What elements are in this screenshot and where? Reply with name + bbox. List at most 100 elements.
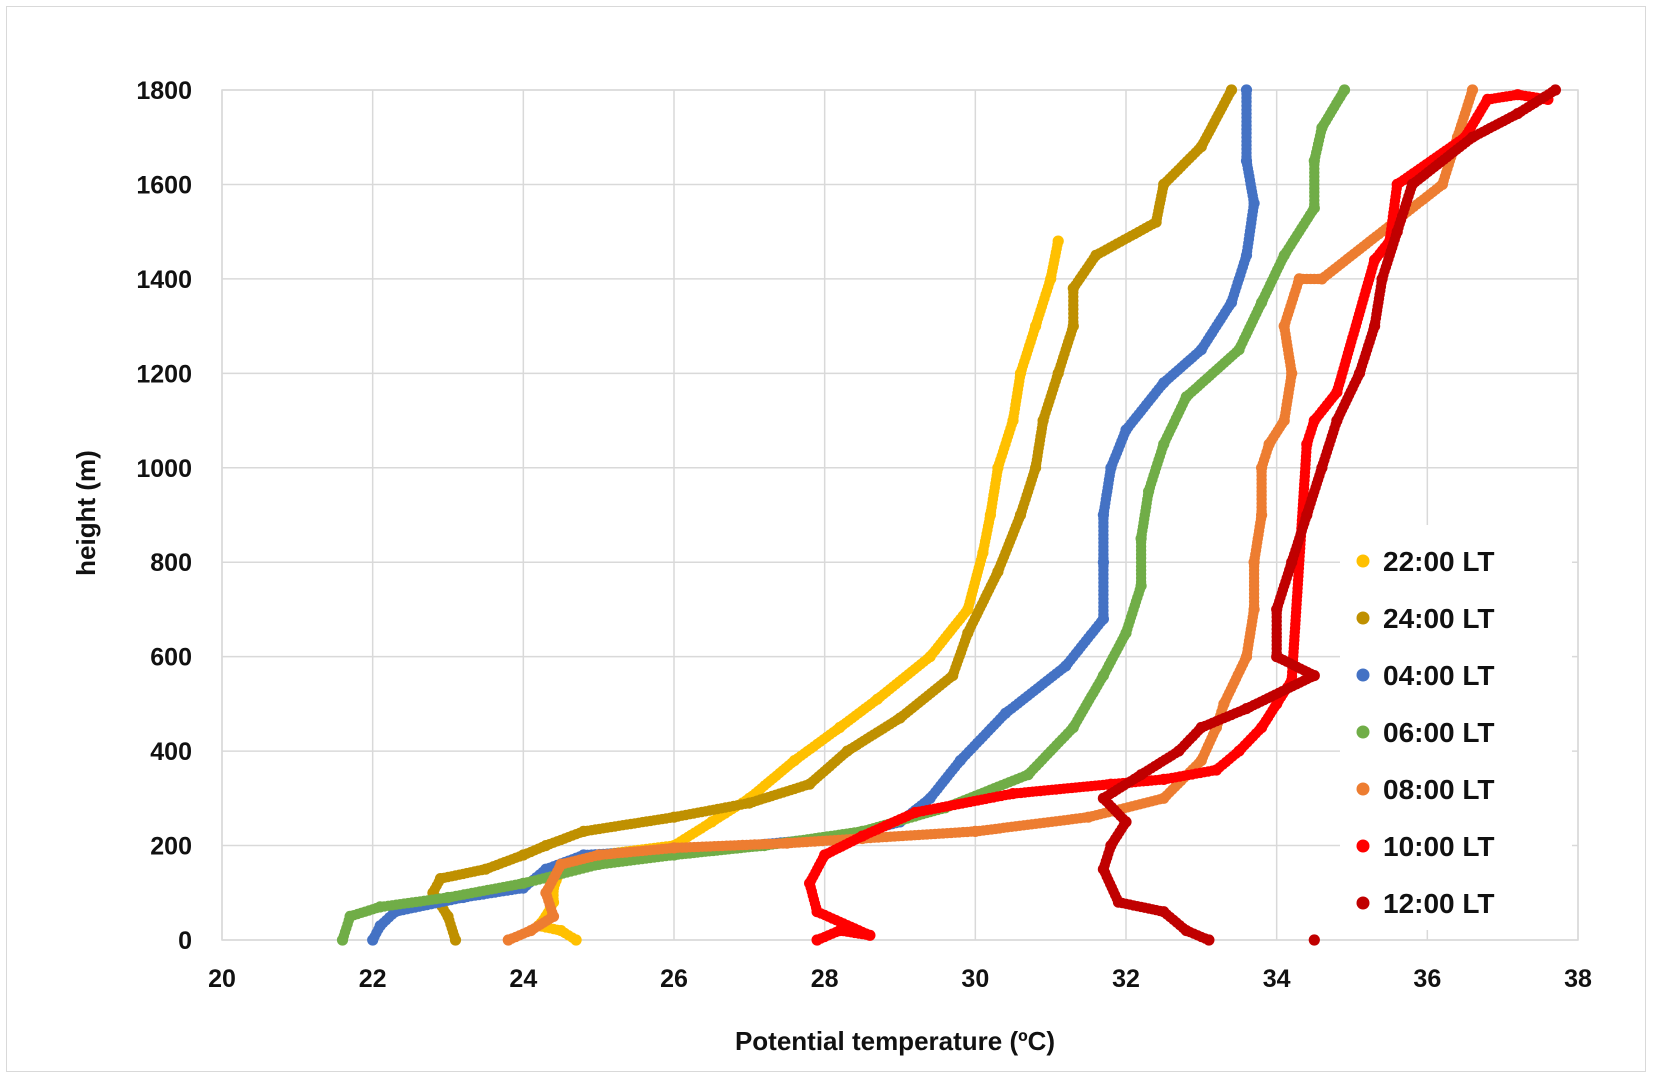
data-point <box>924 651 936 663</box>
data-point <box>1331 386 1343 398</box>
y-tick-label: 0 <box>178 927 192 955</box>
data-point <box>1067 282 1079 294</box>
y-tick-label: 1000 <box>136 455 192 483</box>
data-point <box>954 755 966 767</box>
x-axis-title: Potential temperature (ºC) <box>735 1026 1055 1056</box>
data-point <box>374 920 386 932</box>
x-tick-label: 24 <box>509 965 537 993</box>
data-point <box>1014 509 1027 521</box>
data-point <box>502 934 514 946</box>
data-point <box>442 910 454 923</box>
data-point <box>517 877 529 889</box>
data-point <box>1022 769 1034 781</box>
data-point <box>999 707 1012 719</box>
data-point <box>1060 660 1072 672</box>
axis-layer: 20 22 24 26 28 30 32 34 36 38 0 200 400 600 800 1000 120… <box>136 77 1592 993</box>
data-point <box>578 825 590 838</box>
legend: 22:00 LT 24:00 LT 04:00 LT 06:00 LT 08:00 LT… <box>1340 525 1572 930</box>
data-point <box>1210 764 1222 776</box>
data-point <box>1331 415 1343 427</box>
legend-label: 06:00 LT <box>1383 717 1495 748</box>
y-tick-label: 1800 <box>136 77 192 105</box>
legend-marker <box>1356 611 1370 625</box>
data-point <box>969 825 981 838</box>
x-tick-label: 30 <box>961 965 989 993</box>
data-point <box>1482 93 1494 105</box>
data-point <box>962 627 974 639</box>
data-point <box>1173 745 1185 757</box>
data-point <box>1240 703 1253 715</box>
data-point <box>555 925 567 937</box>
data-point <box>1158 438 1170 450</box>
data-point <box>540 887 552 899</box>
data-point <box>1301 509 1313 521</box>
data-point <box>1195 721 1207 734</box>
y-tick-label: 800 <box>150 549 192 577</box>
legend-marker <box>1356 668 1370 682</box>
data-point <box>1278 320 1290 332</box>
legend-marker <box>1356 839 1370 853</box>
data-point <box>992 462 1004 474</box>
data-point <box>804 778 816 790</box>
x-tick-label: 22 <box>359 965 387 993</box>
data-point <box>1097 863 1109 875</box>
series-layer <box>336 84 1561 946</box>
data-point <box>984 509 997 521</box>
data-point <box>1052 235 1064 247</box>
data-point <box>781 837 793 849</box>
data-point <box>1369 254 1381 266</box>
data-point <box>1301 438 1313 450</box>
data-point <box>1308 934 1320 946</box>
legend-label: 04:00 LT <box>1383 660 1495 691</box>
data-point <box>1158 377 1170 389</box>
data-point <box>1097 509 1109 521</box>
data-point <box>871 693 884 705</box>
legend-label: 08:00 LT <box>1383 774 1495 805</box>
data-point <box>1316 462 1328 474</box>
legend-marker <box>1356 896 1370 910</box>
data-point <box>1278 415 1290 427</box>
data-point <box>706 816 718 828</box>
data-point <box>668 842 680 854</box>
legend-marker <box>1356 554 1370 568</box>
data-point <box>1120 627 1132 639</box>
data-point <box>1256 509 1268 521</box>
data-point <box>593 858 605 871</box>
data-point <box>449 934 462 946</box>
data-point <box>374 901 386 913</box>
data-point <box>1286 367 1298 379</box>
data-point <box>540 840 552 852</box>
data-point <box>434 873 447 885</box>
data-point <box>909 806 921 819</box>
data-point <box>992 566 1004 578</box>
data-point <box>856 830 868 842</box>
data-point <box>1150 216 1162 228</box>
x-tick-label: 28 <box>811 965 839 993</box>
data-point <box>1195 755 1207 767</box>
data-point <box>1240 84 1253 96</box>
data-point <box>517 849 529 861</box>
data-point <box>947 670 959 682</box>
data-point <box>1158 792 1170 804</box>
data-point <box>1391 226 1403 238</box>
data-point <box>1406 178 1418 190</box>
data-point <box>1308 415 1320 427</box>
y-tick-label: 600 <box>150 644 192 672</box>
data-point <box>1105 462 1117 474</box>
y-axis-title: height (m) <box>71 450 101 576</box>
y-tick-label: 400 <box>150 738 192 766</box>
data-point <box>1112 896 1125 908</box>
legend-label: 12:00 LT <box>1383 888 1495 919</box>
data-point <box>1225 296 1238 309</box>
data-point <box>1143 485 1155 497</box>
data-point <box>1120 816 1132 828</box>
data-point <box>1391 178 1403 190</box>
data-point <box>1030 320 1042 332</box>
data-point <box>1512 108 1524 120</box>
data-point <box>1097 556 1109 568</box>
data-point <box>788 755 801 767</box>
data-point <box>1256 721 1268 734</box>
x-tick-label: 26 <box>660 965 688 993</box>
data-point <box>367 934 379 946</box>
data-point <box>1195 141 1207 153</box>
